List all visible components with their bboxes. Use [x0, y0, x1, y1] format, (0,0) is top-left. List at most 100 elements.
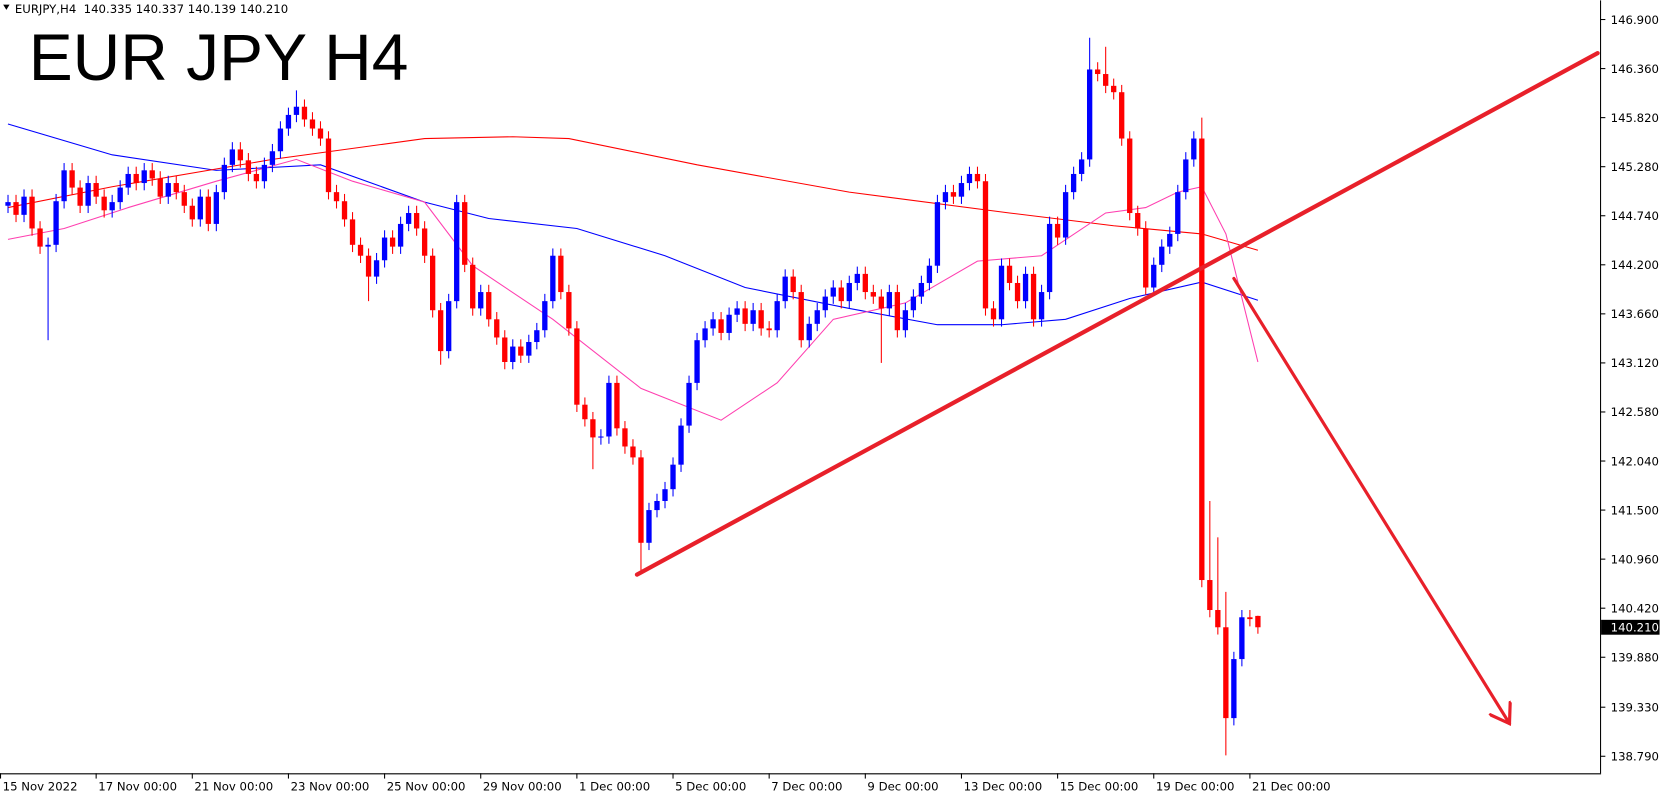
candle-body: [582, 404, 588, 420]
candle-body: [1231, 659, 1237, 719]
candle-body: [478, 292, 484, 309]
candle-body: [237, 149, 244, 161]
y-tick-label: 143.660: [1611, 307, 1659, 321]
x-tick-label: 21 Dec 00:00: [1252, 779, 1331, 793]
y-tick-label: 142.580: [1611, 405, 1659, 419]
candle-body: [510, 346, 516, 363]
x-tick-label: 5 Dec 00:00: [675, 779, 746, 793]
candle-body: [630, 446, 636, 458]
y-tick-label: 138.790: [1611, 750, 1659, 764]
candle-body: [862, 273, 868, 293]
candle-body: [518, 346, 524, 356]
last-price-box: [1601, 619, 1660, 635]
candle-body: [229, 149, 236, 165]
x-tick-label: 21 Nov 00:00: [194, 779, 273, 793]
candle-body: [221, 164, 227, 193]
candle-body: [29, 196, 35, 229]
y-tick-label: 145.280: [1611, 160, 1659, 174]
candle-body: [53, 201, 59, 245]
y-tick-label: 142.040: [1611, 454, 1659, 468]
candle-body: [141, 170, 147, 184]
candle-body: [886, 292, 893, 309]
candle-body: [1199, 138, 1205, 581]
x-tick-label: 23 Nov 00:00: [291, 779, 370, 793]
candle-body: [269, 151, 276, 165]
candle-body: [1111, 85, 1117, 93]
candle-body: [702, 328, 708, 341]
x-tick-label: 9 Dec 00:00: [867, 779, 938, 793]
y-tick-label: 143.120: [1611, 356, 1659, 370]
candle-body: [405, 213, 412, 224]
candle-body: [830, 287, 836, 297]
candle-body: [69, 170, 75, 188]
candle-body: [550, 255, 556, 302]
candle-body: [902, 310, 909, 331]
trend-arrow: [1232, 276, 1510, 723]
candle-body: [646, 510, 652, 543]
candle-body: [790, 276, 796, 293]
candle-body: [798, 292, 804, 341]
y-tick-label: 146.900: [1611, 13, 1659, 27]
candle-body: [1175, 192, 1181, 234]
y-tick-label: 140.420: [1611, 601, 1659, 615]
candle-body: [774, 301, 780, 331]
candle-body: [606, 382, 612, 437]
candle-body: [133, 173, 139, 184]
candle-body: [157, 178, 163, 197]
candle-body: [101, 196, 107, 211]
candle-body: [1062, 192, 1069, 238]
candle-body: [446, 301, 452, 352]
candle-body: [1135, 213, 1141, 229]
candle-body: [357, 244, 364, 256]
candle-body: [317, 128, 324, 139]
candle-body: [413, 213, 420, 229]
candle-body: [934, 202, 941, 266]
candle-body: [910, 296, 917, 311]
header-icon: [3, 4, 10, 10]
candle-body: [894, 292, 901, 331]
candle-body: [45, 244, 51, 247]
candle-body: [734, 308, 740, 315]
candle-body: [253, 173, 260, 182]
candle-body: [1247, 617, 1253, 620]
candle-body: [1070, 173, 1077, 193]
candle-body: [205, 196, 211, 224]
candle-body: [277, 128, 284, 152]
candle-body: [389, 237, 396, 247]
candle-body: [694, 340, 700, 383]
x-tick-label: 25 Nov 00:00: [387, 779, 466, 793]
candle-body: [494, 319, 500, 338]
candle-body: [654, 500, 660, 511]
trend-line: [634, 51, 1600, 577]
candle-body: [918, 282, 925, 297]
candle-body: [574, 328, 580, 405]
candle-body: [566, 292, 572, 329]
candle-body: [742, 308, 748, 324]
candle-body: [1207, 580, 1213, 611]
candle-body: [117, 187, 123, 203]
candle-body: [93, 183, 99, 197]
candle-body: [502, 337, 508, 363]
candle-body: [21, 196, 27, 215]
candle-body: [61, 170, 67, 202]
candle-body: [558, 255, 564, 293]
candle-body: [397, 223, 404, 247]
candle-body: [1038, 292, 1045, 320]
candle-body: [1103, 74, 1109, 86]
y-tick-label: 139.330: [1611, 700, 1659, 714]
candle-body: [421, 228, 428, 256]
chart-title: EUR JPY H4: [29, 20, 409, 94]
candle-body: [486, 292, 492, 320]
x-tick-label: 15 Nov 2022: [3, 779, 78, 793]
x-tick-label: 19 Dec 00:00: [1156, 779, 1235, 793]
chart-header: EURJPY,H4 140.335 140.337 140.139 140.21…: [15, 2, 288, 16]
candle-body: [614, 382, 620, 429]
candle-body: [534, 330, 540, 343]
candle-body: [1022, 273, 1029, 302]
candle-body: [766, 328, 772, 331]
candle-body: [181, 192, 187, 206]
x-tick-label: 29 Nov 00:00: [483, 779, 562, 793]
candle-body: [814, 310, 820, 324]
candle-body: [678, 425, 684, 465]
moving-average: [7, 158, 1259, 421]
